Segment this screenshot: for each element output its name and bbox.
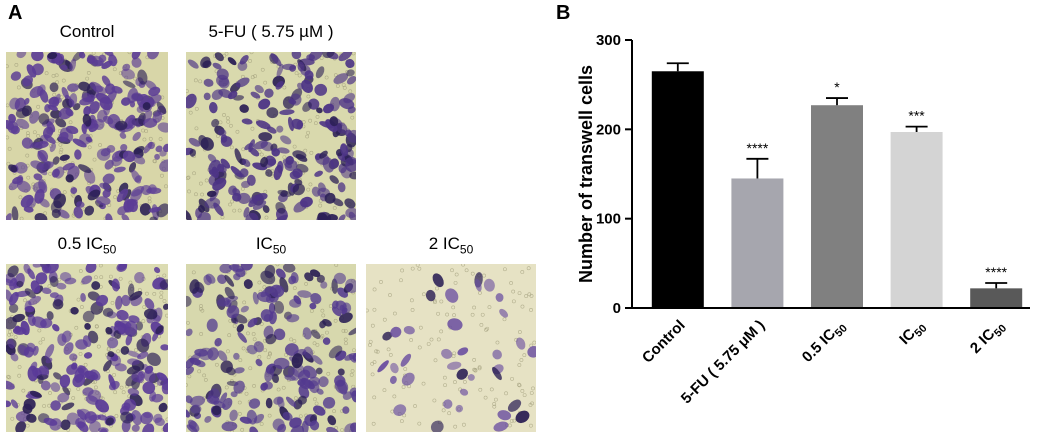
panel-b-letter: B	[556, 2, 571, 24]
micrograph-2ic50	[366, 264, 536, 432]
significance-3: ***	[908, 108, 925, 124]
bar-1	[731, 178, 784, 308]
bar-4	[970, 288, 1023, 308]
significance-4: ****	[985, 264, 1007, 280]
category-label-0: Control	[639, 317, 689, 367]
category-label-1: 5-FU ( 5.75 μM )	[678, 317, 768, 407]
y-tick-label-300: 300	[596, 32, 621, 49]
y-axis-label: Number of transwell cells	[576, 65, 596, 283]
bar-3	[890, 132, 943, 308]
significance-2: *	[834, 79, 840, 95]
micrograph-control	[6, 52, 168, 220]
category-label-2: 0.5 IC50	[799, 317, 850, 368]
category-label-3: IC50	[896, 317, 929, 350]
panel-a-letter: A	[8, 2, 23, 24]
bar-2	[811, 105, 863, 308]
micrograph-ic50	[186, 264, 356, 432]
image-label-ic50: IC50	[255, 234, 287, 257]
image-label-control: Control	[59, 22, 115, 41]
micrograph-half-ic50	[6, 264, 168, 432]
bar-0	[651, 71, 704, 309]
y-tick-label-0: 0	[613, 300, 621, 317]
category-label-4: 2 IC50	[967, 317, 1009, 359]
y-tick-label-100: 100	[596, 211, 621, 228]
image-label-half-ic50: 0.5 IC50	[57, 234, 117, 257]
image-label-2ic50: 2 IC50	[428, 234, 474, 257]
micrograph-5fu	[186, 52, 356, 220]
significance-1: ****	[747, 140, 769, 156]
image-label-5fu: 5-FU ( 5.75 µM )	[208, 22, 334, 41]
y-tick-label-200: 200	[596, 121, 621, 138]
